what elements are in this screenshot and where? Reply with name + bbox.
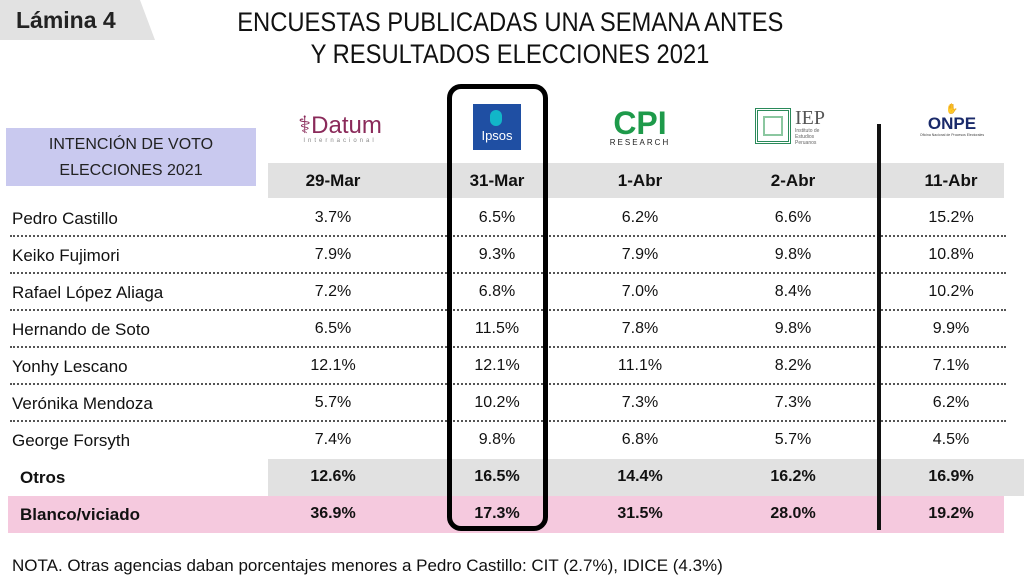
date-cpi: 1-Abr (617, 171, 663, 190)
value-cell: 19.2% (928, 505, 974, 522)
value-cell: 7.9% (621, 246, 659, 263)
table-row: Otros 12.6% 16.5% 14.4% 16.2% 16.9% (0, 459, 1024, 496)
candidate-name: Verónika Mendoza (12, 394, 153, 413)
row-divider (10, 272, 1006, 274)
value-cell: 15.2% (928, 209, 974, 226)
value-cell: 4.5% (932, 431, 970, 448)
value-cell: 9.8% (774, 246, 812, 263)
date-onpe: 11-Abr (924, 171, 978, 190)
row-divider (10, 383, 1006, 385)
footnote: NOTA. Otras agencias daban porcentajes m… (12, 556, 723, 575)
value-cell: 9.8% (478, 431, 516, 448)
candidate-name: Blanco/viciado (20, 505, 140, 524)
date-header-row (268, 163, 1004, 198)
table-row: Verónika Mendoza 5.7% 10.2% 7.3% 7.3% 6.2% (0, 385, 1024, 422)
value-cell: 6.2% (621, 209, 659, 226)
ipsos-logo: Ipsos (473, 104, 521, 150)
table-row: Yonhy Lescano 12.1% 12.1% 11.1% 8.2% 7.1% (0, 348, 1024, 385)
date-iep: 2-Abr (770, 171, 816, 190)
table-row: George Forsyth 7.4% 9.8% 6.8% 5.7% 4.5% (0, 422, 1024, 459)
value-cell: 5.7% (314, 394, 352, 411)
value-cell: 31.5% (617, 505, 663, 522)
value-cell: 16.2% (770, 468, 816, 485)
value-cell: 6.6% (774, 209, 812, 226)
row-header: INTENCIÓN DE VOTO ELECCIONES 2021 (6, 128, 256, 186)
value-cell: 7.9% (314, 246, 352, 263)
value-cell: 14.4% (617, 468, 663, 485)
value-cell: 9.9% (932, 320, 970, 337)
candidate-name: Hernando de Soto (12, 320, 150, 339)
iep-logo: IEP Instituto de Estudios Peruanos (755, 108, 835, 146)
value-cell: 7.4% (314, 431, 352, 448)
value-cell: 7.3% (621, 394, 659, 411)
value-cell: 6.8% (621, 431, 659, 448)
candidate-name: Keiko Fujimori (12, 246, 120, 265)
value-cell: 12.1% (310, 357, 356, 374)
table-row: Hernando de Soto 6.5% 11.5% 7.8% 9.8% 9.9% (0, 311, 1024, 348)
row-divider (10, 420, 1006, 422)
candidate-name: Yonhy Lescano (12, 357, 128, 376)
value-cell: 5.7% (774, 431, 812, 448)
value-cell: 6.5% (478, 209, 516, 226)
value-cell: 28.0% (770, 505, 816, 522)
onpe-logo: ✋ ONPE Oficina Nacional de Procesos Elec… (919, 104, 985, 137)
date-datum: 29-Mar (305, 171, 361, 190)
value-cell: 36.9% (310, 505, 356, 522)
row-divider (10, 346, 1006, 348)
row-header-line-2: ELECCIONES 2021 (59, 162, 203, 179)
table-row: Rafael López Aliaga 7.2% 6.8% 7.0% 8.4% 10.2% (0, 274, 1024, 311)
row-divider (10, 309, 1006, 311)
value-cell: 7.1% (932, 357, 970, 374)
cpi-logo: CPI RESEARCH (609, 105, 671, 147)
value-cell: 9.3% (478, 246, 516, 263)
value-cell: 6.8% (478, 283, 516, 300)
candidate-name: Rafael López Aliaga (12, 283, 164, 302)
title-line-1: ENCUESTAS PUBLICADAS UNA SEMANA ANTES (237, 7, 784, 37)
candidate-name: Pedro Castillo (12, 209, 118, 228)
datum-logo: ⚕Datum Internacional (298, 112, 382, 145)
value-cell: 6.2% (932, 394, 970, 411)
value-cell: 11.1% (617, 357, 663, 374)
value-cell: 7.3% (774, 394, 812, 411)
value-cell: 8.2% (774, 357, 812, 374)
value-cell: 10.2% (474, 394, 520, 411)
value-cell: 8.4% (774, 283, 812, 300)
candidate-name: Otros (20, 468, 66, 487)
candidate-name: George Forsyth (12, 431, 131, 450)
results-divider (877, 124, 881, 530)
value-cell: 7.8% (621, 320, 659, 337)
table-row: Pedro Castillo 3.7% 6.5% 6.2% 6.6% 15.2% (0, 200, 1024, 237)
row-header-line-1: INTENCIÓN DE VOTO (48, 136, 214, 153)
value-cell: 16.5% (474, 468, 520, 485)
slide-label: Lámina 4 (0, 0, 155, 40)
page-title: ENCUESTAS PUBLICADAS UNA SEMANA ANTES Y … (237, 6, 783, 70)
table-row: Keiko Fujimori 7.9% 9.3% 7.9% 9.8% 10.8% (0, 237, 1024, 274)
value-cell: 3.7% (314, 209, 352, 226)
value-cell: 10.2% (928, 283, 974, 300)
row-divider (10, 235, 1006, 237)
value-cell: 16.9% (928, 468, 974, 485)
value-cell: 6.5% (314, 320, 352, 337)
value-cell: 11.5% (474, 320, 520, 337)
value-cell: 12.6% (310, 468, 356, 485)
title-line-2: Y RESULTADOS ELECCIONES 2021 (310, 39, 710, 69)
table-row: Blanco/viciado 36.9% 17.3% 31.5% 28.0% 19.2% (8, 496, 1004, 533)
value-cell: 17.3% (474, 505, 520, 522)
value-cell: 9.8% (774, 320, 812, 337)
value-cell: 10.8% (928, 246, 974, 263)
value-cell: 7.2% (314, 283, 352, 300)
value-cell: 7.0% (621, 283, 659, 300)
value-cell: 12.1% (474, 357, 520, 374)
date-ipsos: 31-Mar (469, 171, 525, 190)
